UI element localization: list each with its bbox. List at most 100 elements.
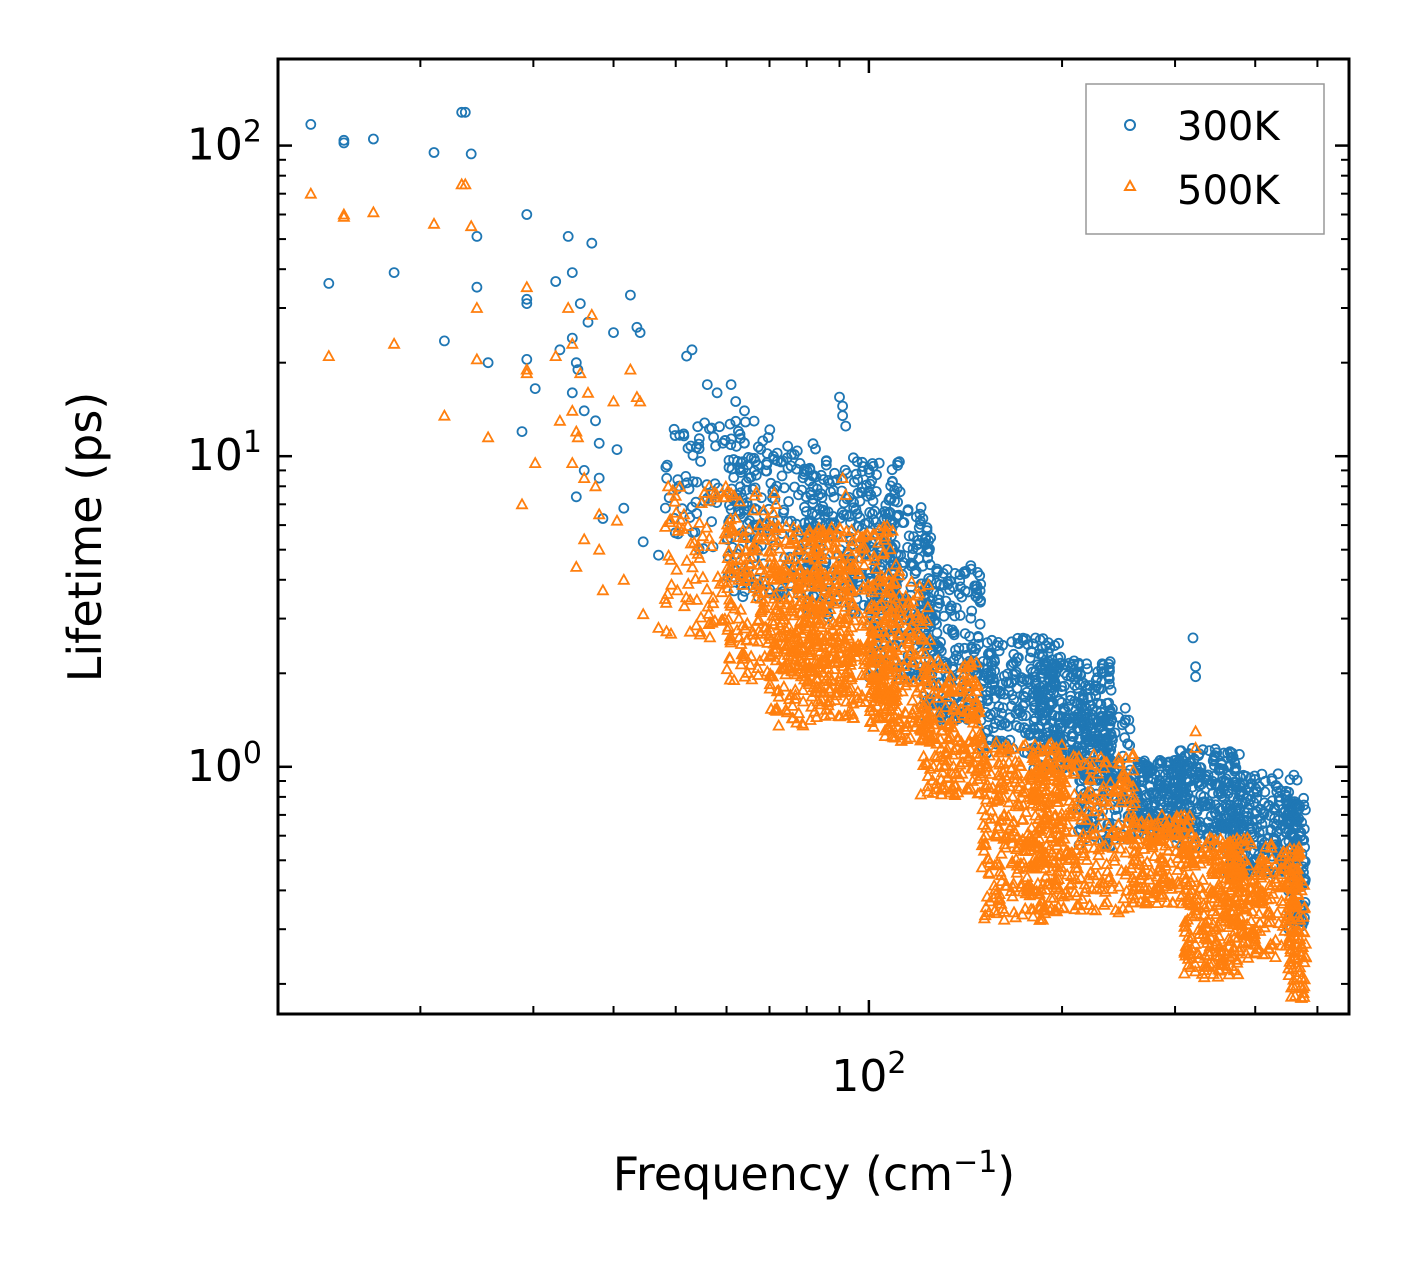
point-500k — [892, 588, 906, 601]
point-500k — [763, 584, 777, 597]
point-300k — [1104, 719, 1116, 730]
point-500k — [569, 560, 583, 572]
point-300k — [1154, 758, 1166, 769]
point-300k — [1047, 669, 1059, 681]
point-300k — [1266, 775, 1278, 787]
point-300k — [793, 489, 804, 501]
point-500k — [520, 362, 534, 375]
point-500k — [860, 616, 874, 629]
point-300k — [1002, 720, 1014, 732]
point-500k — [1106, 840, 1120, 853]
point-300k — [516, 426, 528, 438]
point-500k — [720, 526, 734, 539]
point-300k — [1293, 813, 1305, 825]
point-500k — [794, 538, 808, 551]
point-500k — [796, 683, 810, 695]
point-500k — [954, 702, 968, 714]
point-500k — [1034, 847, 1048, 860]
point-500k — [713, 576, 727, 589]
point-500k — [783, 536, 798, 548]
point-500k — [750, 578, 764, 590]
point-500k — [888, 620, 902, 633]
point-500k — [770, 701, 784, 714]
point-500k — [937, 752, 951, 765]
data-points — [304, 106, 1313, 1003]
point-300k — [1124, 723, 1136, 735]
point-500k — [927, 677, 941, 690]
point-300k — [1203, 774, 1214, 786]
point-500k — [880, 640, 894, 653]
point-300k — [959, 568, 971, 579]
point-300k — [948, 629, 960, 641]
point-500k — [753, 563, 768, 575]
point-300k — [1006, 636, 1018, 648]
point-500k — [1081, 785, 1095, 798]
point-500k — [735, 563, 749, 575]
point-500k — [852, 551, 866, 564]
point-300k — [999, 670, 1010, 682]
point-500k — [565, 336, 579, 349]
point-500k — [1044, 901, 1058, 913]
point-500k — [1041, 817, 1055, 830]
point-500k — [1089, 858, 1103, 870]
point-300k — [821, 455, 832, 467]
point-300k — [1026, 646, 1038, 658]
point-500k — [427, 216, 441, 229]
point-300k — [693, 438, 705, 450]
point-500k — [304, 186, 318, 199]
point-500k — [786, 645, 800, 658]
point-500k — [1177, 966, 1191, 979]
point-300k — [691, 476, 703, 488]
point-500k — [663, 512, 677, 525]
point-300k — [693, 433, 705, 445]
point-300k — [785, 460, 797, 472]
point-500k — [851, 684, 865, 697]
point-500k — [886, 599, 900, 612]
point-500k — [802, 523, 816, 536]
point-500k — [838, 569, 852, 582]
point-500k — [688, 572, 703, 584]
point-500k — [983, 811, 998, 824]
point-300k — [838, 509, 849, 521]
point-500k — [883, 542, 897, 555]
point-300k — [1211, 747, 1223, 759]
point-500k — [815, 566, 829, 579]
point-300k — [1215, 786, 1226, 798]
point-500k — [951, 733, 965, 746]
point-300k — [1140, 759, 1152, 770]
point-500k — [925, 698, 939, 711]
point-300k — [843, 491, 855, 503]
point-300k — [837, 400, 848, 412]
point-300k — [1110, 810, 1122, 822]
point-500k — [866, 625, 880, 637]
point-300k — [1087, 747, 1099, 758]
point-500k — [823, 649, 837, 662]
point-500k — [688, 543, 702, 556]
point-500k — [1008, 768, 1022, 780]
point-500k — [1082, 804, 1096, 816]
point-300k — [1170, 777, 1182, 788]
point-500k — [1037, 743, 1051, 756]
point-500k — [811, 572, 825, 584]
point-300k — [1047, 659, 1059, 670]
point-500k — [939, 700, 953, 713]
point-500k — [768, 523, 782, 536]
point-500k — [775, 616, 789, 628]
point-500k — [780, 705, 794, 718]
point-500k — [814, 697, 828, 710]
point-500k — [706, 590, 720, 603]
point-500k — [703, 630, 717, 643]
point-500k — [889, 576, 903, 589]
point-500k — [948, 788, 962, 800]
point-500k — [573, 366, 587, 379]
point-500k — [872, 582, 886, 595]
point-500k — [1085, 882, 1099, 895]
point-500k — [935, 765, 950, 778]
point-500k — [897, 659, 911, 671]
point-500k — [907, 702, 921, 715]
point-500k — [711, 570, 725, 582]
point-500k — [973, 731, 987, 744]
point-500k — [1038, 810, 1052, 822]
point-500k — [957, 740, 971, 752]
point-300k — [1089, 726, 1101, 738]
